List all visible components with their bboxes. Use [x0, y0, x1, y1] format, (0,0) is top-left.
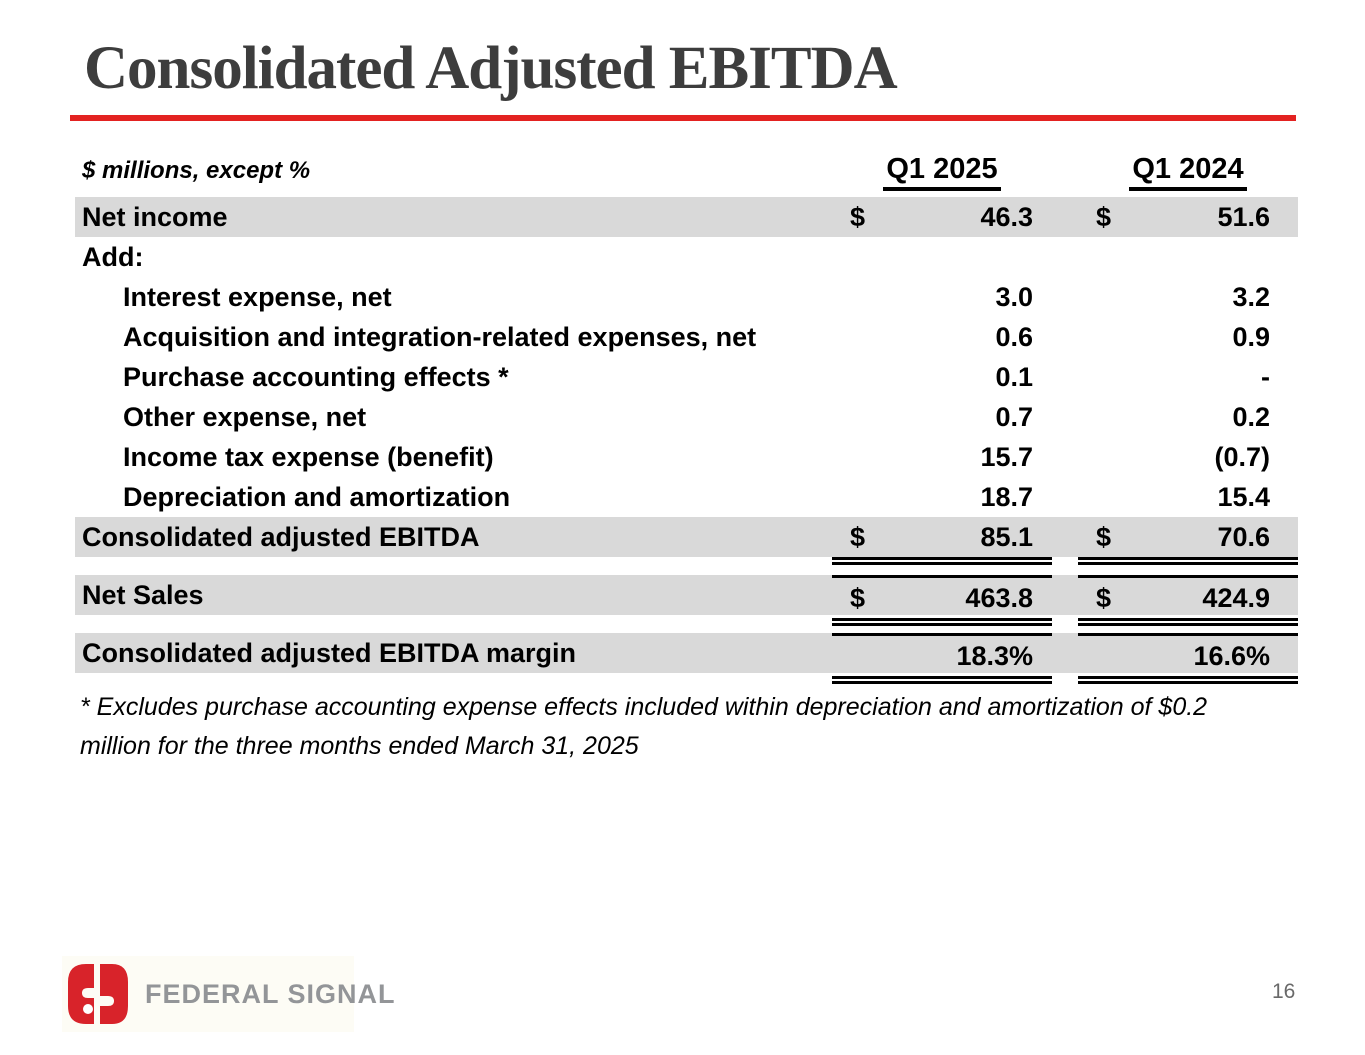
column-gap	[1052, 277, 1078, 317]
currency-symbol: $	[1096, 521, 1112, 552]
title-rule	[70, 115, 1296, 121]
column-gap	[1052, 397, 1078, 437]
row-label: Depreciation and amortization	[123, 481, 511, 512]
value-q1-2024: 16.6%	[1193, 640, 1270, 671]
table-row: Net income $ 46.3 $ 51.6	[75, 197, 1298, 237]
footnote: * Excludes purchase accounting expense e…	[80, 693, 1208, 760]
cell-q1-2024: 16.6%	[1078, 633, 1298, 684]
value-q1-2025: 46.3	[980, 201, 1033, 232]
ebitda-table: $ millions, except % Q1 2025 Q1 2024 Net…	[75, 145, 1298, 684]
column-gap	[1052, 633, 1078, 673]
value-q1-2024: -	[1261, 361, 1270, 392]
value-q1-2025: 0.7	[995, 401, 1033, 432]
row-label: Other expense, net	[123, 401, 367, 432]
table-body: Net income $ 46.3 $ 51.6 Add: Interest e…	[75, 197, 1298, 684]
table-row: Depreciation and amortization 18.7 15.4	[75, 477, 1298, 520]
table-row: Consolidated adjusted EBITDA $ 85.1 $ 70…	[75, 517, 1298, 565]
row-label: Consolidated adjusted EBITDA	[82, 521, 480, 552]
currency-symbol: $	[1096, 582, 1112, 613]
value-q1-2024: (0.7)	[1214, 441, 1270, 472]
cell-q1-2024: $ 51.6	[1078, 197, 1298, 237]
value-q1-2024: 70.6	[1217, 521, 1270, 552]
currency-symbol: $	[1096, 201, 1112, 232]
table-header-row: $ millions, except % Q1 2025 Q1 2024	[75, 145, 1298, 197]
cell-q1-2025: 0.7	[832, 397, 1052, 437]
slide-title: Consolidated Adjusted EBITDA	[84, 35, 898, 102]
row-label: Net income	[82, 201, 228, 232]
page-number: 16	[1272, 980, 1296, 1003]
cell-q1-2024: 3.2	[1078, 277, 1298, 317]
federal-signal-logo: FEDERAL SIGNAL	[66, 962, 396, 1026]
column-header-q1-2024: Q1 2024	[1129, 153, 1247, 191]
value-q1-2024: 3.2	[1232, 281, 1270, 312]
currency-symbol: $	[850, 582, 866, 613]
cell-q1-2025: $ 463.8	[832, 575, 1052, 626]
value-q1-2024: 15.4	[1217, 481, 1270, 512]
cell-q1-2024: 15.4	[1078, 477, 1298, 520]
column-gap	[1052, 197, 1078, 237]
value-q1-2025: 15.7	[980, 441, 1033, 472]
value-q1-2024: 0.2	[1232, 401, 1270, 432]
cell-q1-2025: 3.0	[832, 277, 1052, 317]
cell-q1-2025: $ 46.3	[832, 197, 1052, 237]
table-row: Income tax expense (benefit) 15.7 (0.7)	[75, 437, 1298, 477]
value-q1-2025: 18.7	[980, 481, 1033, 512]
value-q1-2025: 18.3%	[956, 640, 1033, 671]
cell-q1-2024: (0.7)	[1078, 437, 1298, 477]
table-row: Acquisition and integration-related expe…	[75, 317, 1298, 357]
value-q1-2025: 85.1	[980, 521, 1033, 552]
value-q1-2025: 463.8	[965, 582, 1033, 613]
table-row: Interest expense, net 3.0 3.2	[75, 277, 1298, 317]
cell-q1-2024	[1078, 237, 1298, 277]
table-row: Add:	[75, 237, 1298, 277]
currency-symbol: $	[850, 201, 866, 232]
column-gap	[1052, 317, 1078, 357]
cell-q1-2025: 0.6	[832, 317, 1052, 357]
cell-q1-2025: 18.7	[832, 477, 1052, 520]
federal-signal-logo-icon	[68, 964, 128, 1024]
table-row: Purchase accounting effects * 0.1 -	[75, 357, 1298, 397]
row-label: Acquisition and integration-related expe…	[123, 321, 757, 352]
table-row: Net Sales $ 463.8 $ 424.9	[75, 575, 1298, 626]
value-q1-2025: 0.1	[995, 361, 1033, 392]
cell-q1-2025: 0.1	[832, 357, 1052, 397]
cell-q1-2025: 18.3%	[832, 633, 1052, 684]
currency-symbol: $	[850, 521, 866, 552]
cell-q1-2025	[832, 237, 1052, 277]
cell-q1-2024: -	[1078, 357, 1298, 397]
column-gap	[1052, 517, 1078, 557]
table-row: Consolidated adjusted EBITDA margin 18.3…	[75, 633, 1298, 684]
cell-q1-2025: 15.7	[832, 437, 1052, 477]
row-label: Purchase accounting effects *	[123, 361, 509, 392]
value-q1-2024: 424.9	[1202, 582, 1270, 613]
cell-q1-2024: $ 70.6	[1078, 517, 1298, 565]
value-q1-2024: 0.9	[1232, 321, 1270, 352]
units-label: $ millions, except %	[82, 157, 311, 184]
column-gap	[1052, 237, 1078, 277]
column-gap	[1052, 477, 1078, 517]
cell-q1-2024: 0.2	[1078, 397, 1298, 437]
value-q1-2025: 3.0	[995, 281, 1033, 312]
value-q1-2025: 0.6	[995, 321, 1033, 352]
row-label: Interest expense, net	[123, 281, 392, 312]
column-gap	[1052, 437, 1078, 477]
table-row: Other expense, net 0.7 0.2	[75, 397, 1298, 437]
row-label: Consolidated adjusted EBITDA margin	[82, 637, 577, 668]
row-label: Income tax expense (benefit)	[123, 441, 494, 472]
cell-q1-2024: 0.9	[1078, 317, 1298, 357]
cell-q1-2025: $ 85.1	[832, 517, 1052, 565]
federal-signal-logo-text: FEDERAL SIGNAL	[145, 978, 396, 1009]
value-q1-2024: 51.6	[1217, 201, 1270, 232]
column-gap	[1052, 357, 1078, 397]
row-label: Add:	[82, 241, 144, 272]
column-header-q1-2025: Q1 2025	[883, 153, 1001, 191]
cell-q1-2024: $ 424.9	[1078, 575, 1298, 626]
column-gap	[1052, 575, 1078, 615]
row-label: Net Sales	[82, 579, 204, 610]
